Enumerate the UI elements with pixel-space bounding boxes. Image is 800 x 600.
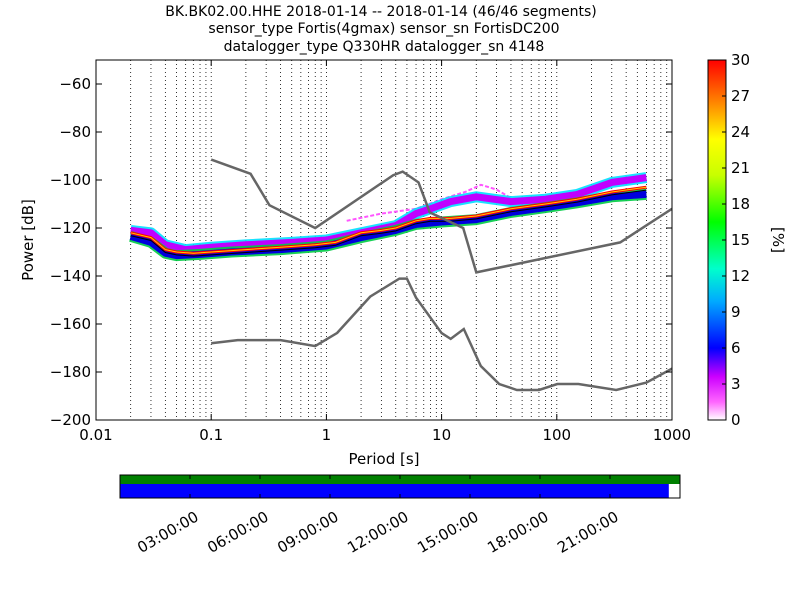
- y-tick-label: −180: [50, 363, 91, 381]
- timeline-label: 03:00:00: [134, 508, 201, 557]
- x-axis-label: Period [s]: [348, 450, 419, 468]
- colorbar-label: [%]: [769, 227, 787, 253]
- y-tick-label: −60: [59, 75, 91, 93]
- psd-mode-highlight: [130, 186, 647, 254]
- x-tick-label: 1: [322, 426, 332, 444]
- colorbar-tick-label: 3: [731, 375, 741, 393]
- colorbar-tick-label: 21: [731, 159, 750, 177]
- chart-title-line-3: datalogger_type Q330HR datalogger_sn 414…: [224, 39, 545, 55]
- colorbar-ticks: 0 3 6 9 12 15 18 21 24 27 30: [722, 51, 750, 429]
- colorbar-tick-label: 12: [731, 267, 750, 285]
- x-axis: 0.01 0.1 1 10 100 1000: [79, 60, 691, 444]
- y-axis-label: Power [dB]: [19, 199, 37, 281]
- y-tick-label: −160: [50, 315, 91, 333]
- colorbar-tick-label: 6: [731, 339, 741, 357]
- nhnm-line: [211, 277, 672, 392]
- timeline-gap-bar: [120, 475, 680, 484]
- psd-mode-edge: [130, 189, 647, 257]
- psd-density: [129, 172, 648, 262]
- colorbar-tick-label: 9: [731, 303, 741, 321]
- x-tick-label: 0.01: [79, 426, 112, 444]
- y-tick-label: −120: [50, 219, 91, 237]
- timeline-label: 15:00:00: [414, 508, 481, 557]
- y-tick-label: −80: [59, 123, 91, 141]
- y-tick-label: −200: [50, 411, 91, 429]
- timeline-label: 18:00:00: [484, 508, 551, 557]
- plot-area: [96, 60, 672, 420]
- x-tick-label: 10: [432, 426, 451, 444]
- x-tick-label: 0.1: [199, 426, 223, 444]
- timeline-label: 12:00:00: [344, 508, 411, 557]
- colorbar-tick-label: 0: [731, 411, 741, 429]
- colorbar-tick-label: 24: [731, 123, 750, 141]
- y-axis: −60 −80 −100 −120 −140 −160 −180 −200: [50, 75, 672, 429]
- chart-title-line-1: BK.BK02.00.HHE 2018-01-14 -- 2018-01-14 …: [165, 4, 597, 20]
- x-tick-label: 1000: [653, 426, 691, 444]
- y-tick-label: −140: [50, 267, 91, 285]
- timeline-label: 06:00:00: [204, 508, 271, 557]
- colorbar-tick-label: 15: [731, 231, 750, 249]
- noise-models: [210, 158, 672, 392]
- colorbar-tick-label: 27: [731, 87, 750, 105]
- timeline-label: 09:00:00: [274, 508, 341, 557]
- y-tick-label: −100: [50, 171, 91, 189]
- colorbar-tick-label: 18: [731, 195, 750, 213]
- nlnm-line: [210, 158, 672, 274]
- plot-frame: [95, 59, 673, 421]
- timeline-data-bar: [120, 484, 669, 498]
- timeline-label: 21:00:00: [554, 508, 621, 557]
- colorbar-tick-label: 30: [731, 51, 750, 69]
- x-tick-label: 100: [542, 426, 571, 444]
- chart-title-line-2: sensor_type Fortis(4gmax) sensor_sn Fort…: [208, 21, 559, 37]
